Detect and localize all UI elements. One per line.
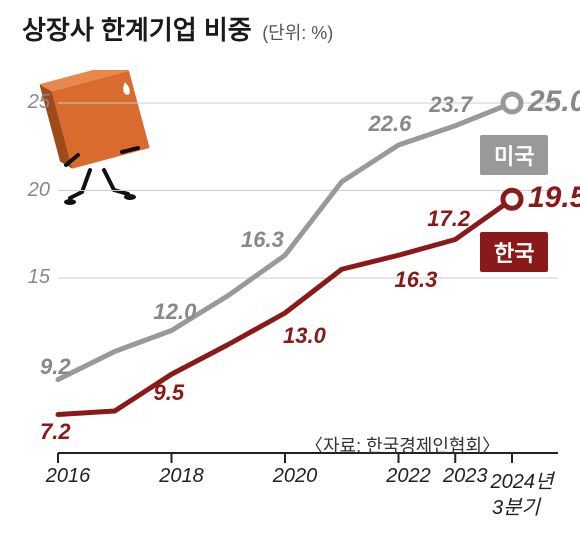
data-label-kr: 17.2 bbox=[427, 206, 470, 232]
source-text: 〈자료: 한국경제인협회〉 bbox=[305, 432, 500, 458]
y-tick-label: 20 bbox=[10, 179, 50, 202]
data-label-kr: 13.0 bbox=[283, 323, 326, 349]
data-label-us: 23.7 bbox=[429, 92, 472, 118]
y-tick-label: 25 bbox=[10, 91, 50, 114]
series-tag-us: 미국 bbox=[480, 135, 548, 175]
chart-title: 상장사 한계기업 비중 bbox=[22, 15, 252, 45]
data-label-kr: 7.2 bbox=[40, 419, 71, 445]
data-label-us: 9.2 bbox=[40, 354, 71, 380]
data-label-kr: 19.5 bbox=[528, 181, 580, 215]
data-label-kr: 9.5 bbox=[154, 380, 185, 406]
data-label-us: 25.0 bbox=[528, 85, 580, 119]
data-label-us: 22.6 bbox=[369, 111, 412, 137]
chart-title-area: 상장사 한계기업 비중 (단위: %) bbox=[22, 10, 333, 47]
chart-container: 상장사 한계기업 비중 (단위: %) bbox=[0, 0, 580, 544]
data-label-us: 12.0 bbox=[154, 299, 197, 325]
data-label-us: 16.3 bbox=[241, 227, 284, 253]
chart-unit: (단위: %) bbox=[262, 23, 333, 43]
y-tick-label: 15 bbox=[10, 266, 50, 289]
x-sub-label: 3분기 bbox=[492, 491, 540, 520]
x-tick-label: 2024년 bbox=[482, 465, 562, 494]
x-tick-label: 2016 bbox=[28, 465, 108, 488]
series-tag-kr: 한국 bbox=[480, 232, 548, 272]
x-tick-label: 2020 bbox=[255, 465, 335, 488]
x-tick-label: 2018 bbox=[142, 465, 222, 488]
data-label-kr: 16.3 bbox=[395, 267, 438, 293]
